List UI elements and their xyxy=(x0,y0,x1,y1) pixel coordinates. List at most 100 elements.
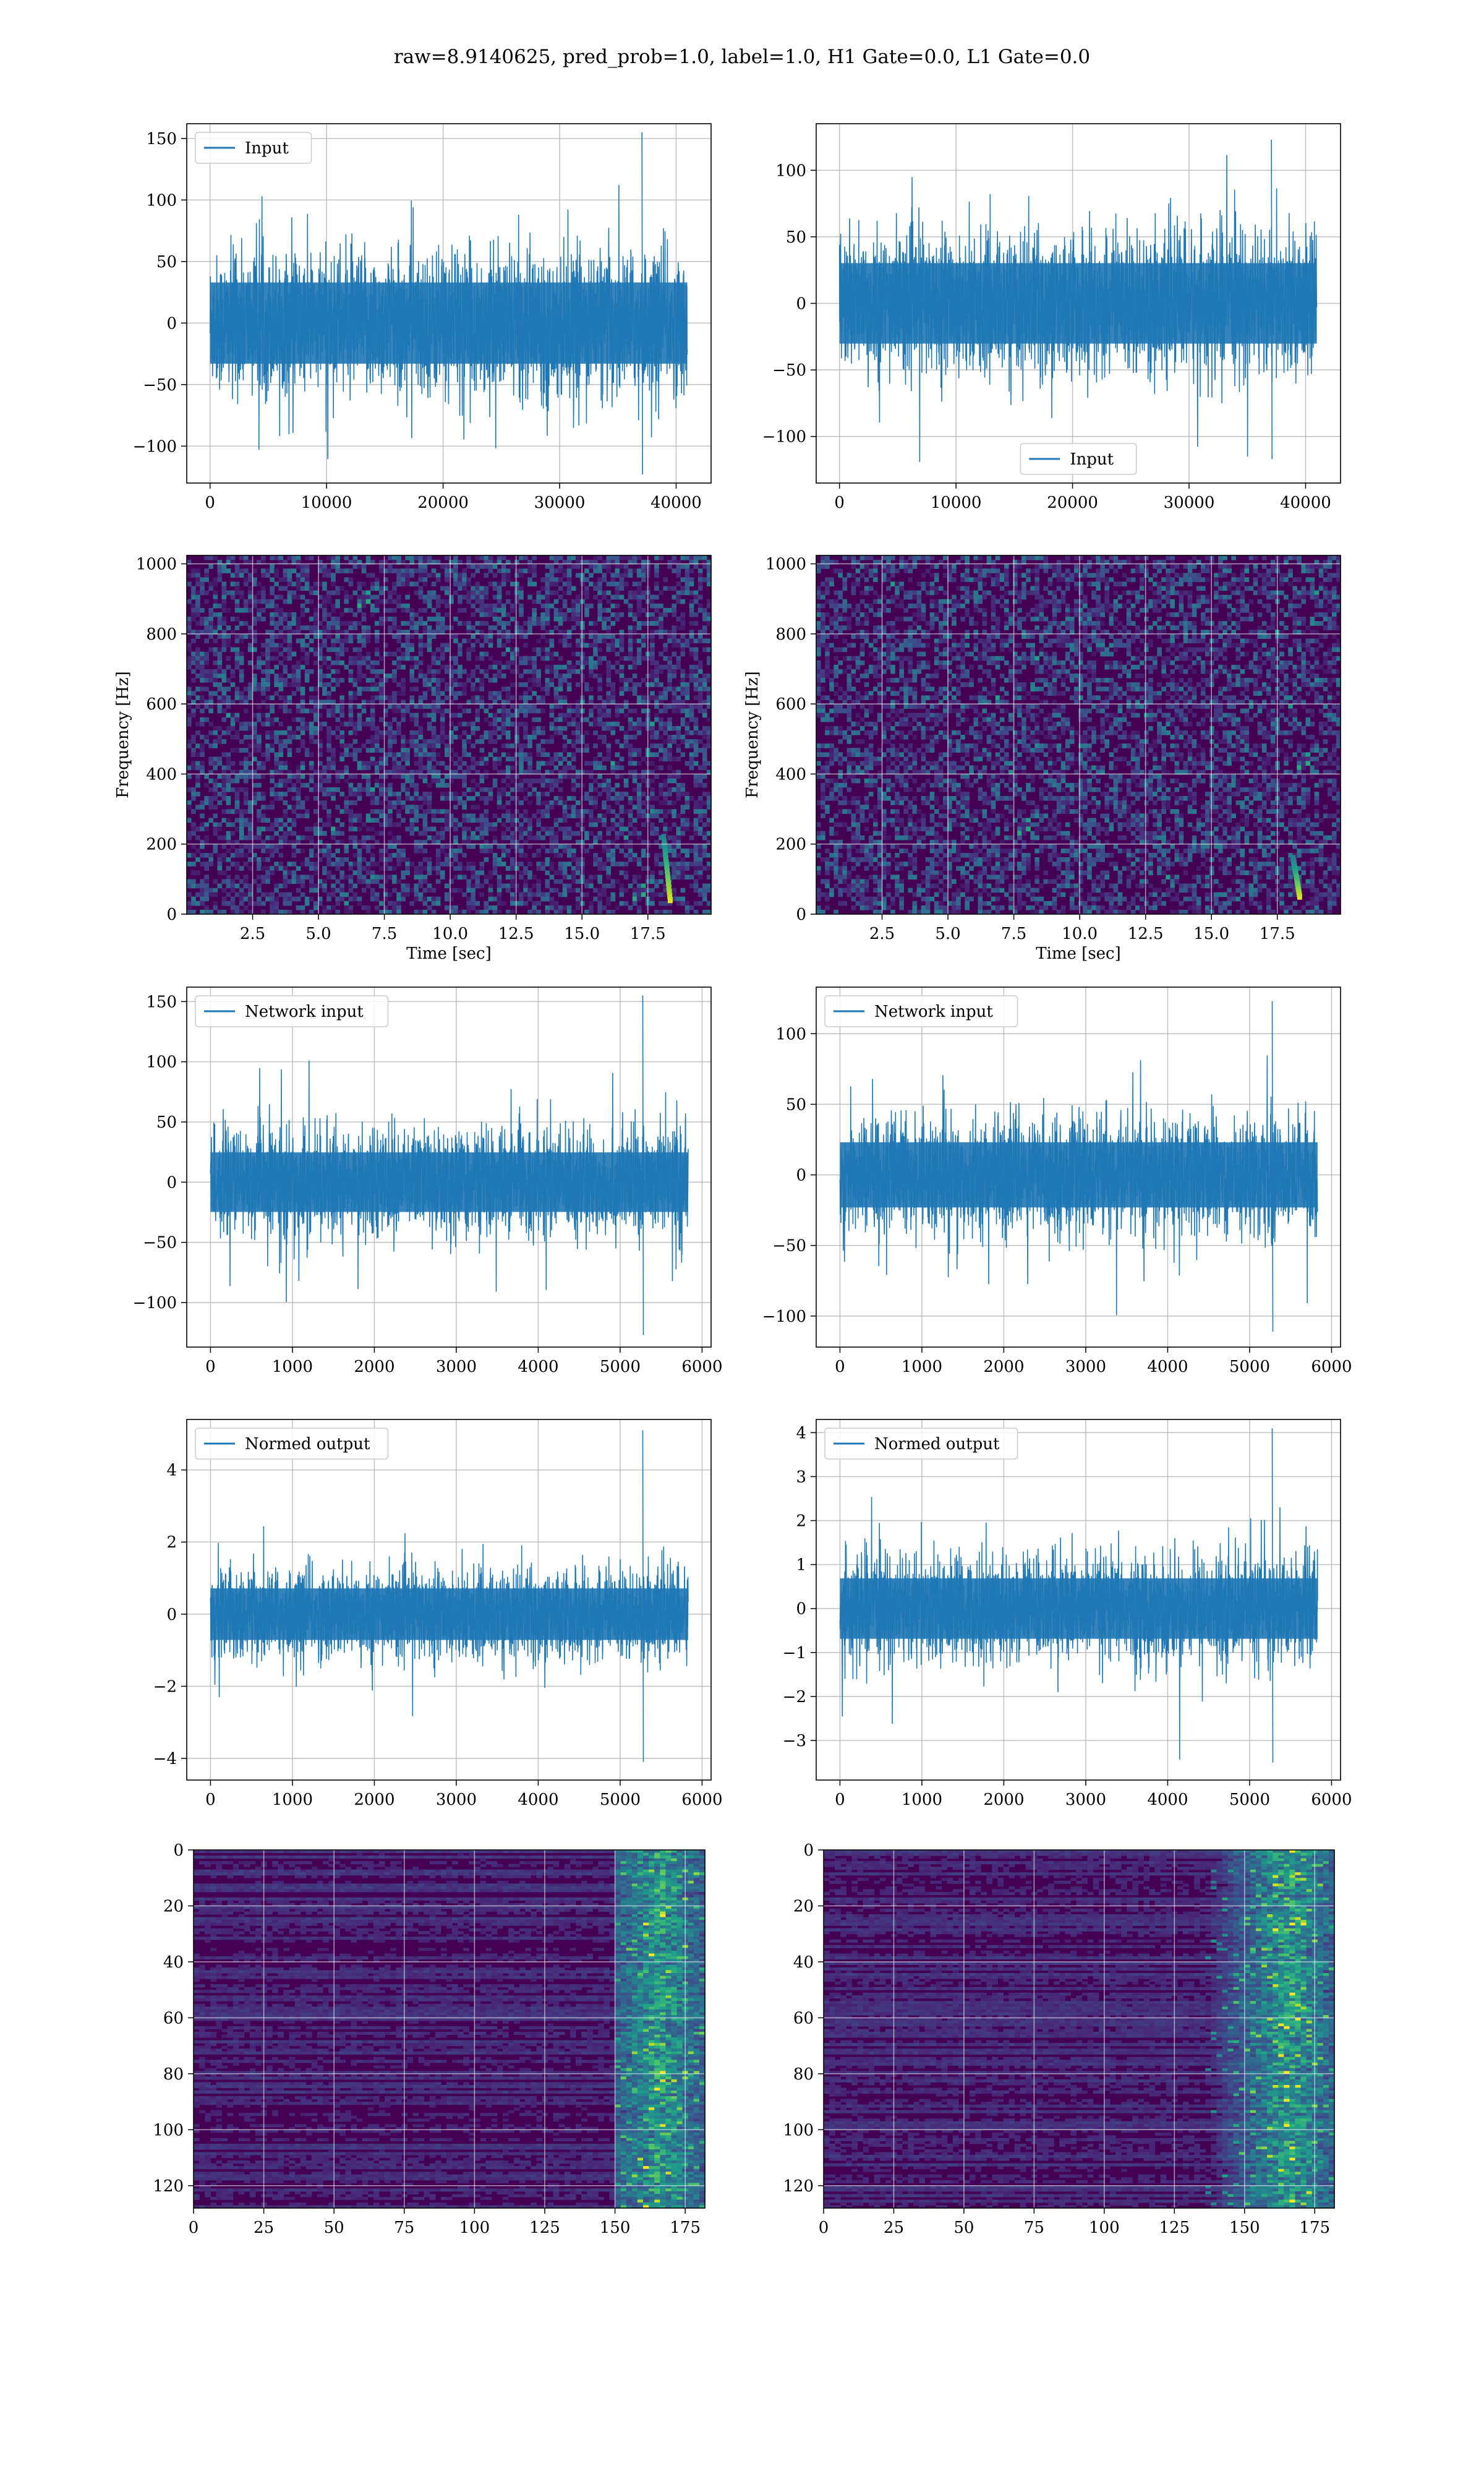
heatmap-cell xyxy=(370,748,375,753)
heatmap-cell xyxy=(563,573,568,578)
heatmap-cell xyxy=(545,805,550,810)
heatmap-cell xyxy=(213,766,218,771)
heatmap-cell xyxy=(628,726,633,731)
heatmap-cell xyxy=(283,813,288,818)
heatmap-cell xyxy=(611,897,616,902)
heatmap-cell xyxy=(322,661,327,666)
heatmap-cell xyxy=(527,844,532,849)
heatmap-cell xyxy=(571,555,576,560)
heatmap-cell xyxy=(436,595,441,600)
heatmap-cell xyxy=(462,739,467,744)
heatmap-cell xyxy=(615,713,620,718)
heatmap-cell xyxy=(650,678,655,683)
heatmap-cell xyxy=(213,739,218,744)
heatmap-cell xyxy=(357,717,362,722)
heatmap-cell xyxy=(218,665,223,670)
heatmap-cell xyxy=(301,564,305,569)
heatmap-cell xyxy=(366,879,371,884)
heatmap-cell xyxy=(620,687,625,691)
heatmap-cell xyxy=(379,730,384,735)
heatmap-cell xyxy=(506,612,511,617)
heatmap-cell xyxy=(191,661,196,666)
heatmap-cell xyxy=(554,730,559,735)
heatmap-cell xyxy=(554,691,559,696)
heatmap-cell xyxy=(545,608,550,613)
heatmap-cell xyxy=(270,735,275,740)
heatmap-cell xyxy=(550,901,555,906)
heatmap-cell xyxy=(650,827,655,832)
heatmap-cell xyxy=(200,853,205,858)
heatmap-cell xyxy=(471,892,475,897)
heatmap-cell xyxy=(366,779,371,784)
heatmap-cell xyxy=(484,761,489,766)
heatmap-cell xyxy=(274,849,279,854)
heatmap-cell xyxy=(471,779,475,784)
heatmap-cell xyxy=(650,888,655,893)
heatmap-cell xyxy=(301,665,305,670)
heatmap-cell xyxy=(558,682,563,687)
heatmap-cell xyxy=(523,743,528,748)
heatmap-cell xyxy=(357,787,362,792)
heatmap-cell xyxy=(672,604,676,609)
heatmap-cell xyxy=(654,752,659,757)
heatmap-cell xyxy=(344,796,349,801)
heatmap-cell xyxy=(270,621,275,626)
heatmap-cell xyxy=(296,564,301,569)
heatmap-cell xyxy=(567,634,572,639)
heatmap-cell xyxy=(414,661,419,666)
heatmap-cell xyxy=(195,595,200,600)
heatmap-cell xyxy=(204,661,209,666)
heatmap-cell xyxy=(313,586,318,591)
heatmap-cell xyxy=(567,827,572,832)
heatmap-cell xyxy=(409,678,414,683)
heatmap-cell xyxy=(388,787,393,792)
heatmap-cell xyxy=(484,800,489,805)
heatmap-cell xyxy=(589,783,594,788)
heatmap-cell xyxy=(519,604,524,609)
heatmap-cell xyxy=(514,743,519,748)
heatmap-cell xyxy=(628,678,633,683)
heatmap-cell xyxy=(301,743,305,748)
heatmap-cell xyxy=(440,709,445,714)
heatmap-cell xyxy=(506,809,511,814)
heatmap-cell xyxy=(593,853,598,858)
heatmap-cell xyxy=(567,875,572,880)
heatmap-cell xyxy=(663,648,668,653)
heatmap-cell xyxy=(554,695,559,700)
heatmap-cell xyxy=(654,796,659,801)
heatmap-cell xyxy=(620,831,625,836)
heatmap-cell xyxy=(432,704,437,709)
heatmap-cell xyxy=(414,748,419,753)
heatmap-cell xyxy=(213,682,218,687)
heatmap-cell xyxy=(506,866,511,871)
heatmap-cell xyxy=(633,761,638,766)
heatmap-cell xyxy=(195,573,200,578)
heatmap-cell xyxy=(396,879,401,884)
heatmap-cell xyxy=(357,818,362,823)
heatmap-cell xyxy=(667,792,672,797)
heatmap-cell xyxy=(493,717,498,722)
heatmap-cell xyxy=(689,669,694,674)
heatmap-cell xyxy=(536,730,541,735)
heatmap-cell xyxy=(620,555,625,560)
heatmap-cell xyxy=(641,595,646,600)
heatmap-cell xyxy=(462,800,467,805)
heatmap-cell xyxy=(475,879,480,884)
heatmap-cell xyxy=(396,634,401,639)
heatmap-cell xyxy=(628,853,633,858)
heatmap-cell xyxy=(309,638,314,643)
heatmap-cell xyxy=(567,888,572,893)
heatmap-cell xyxy=(419,669,424,674)
heatmap-cell xyxy=(396,905,401,910)
heatmap-cell xyxy=(349,577,354,582)
heatmap-cell xyxy=(278,853,283,858)
heatmap-cell xyxy=(597,591,602,596)
heatmap-cell xyxy=(545,621,550,626)
heatmap-cell xyxy=(519,625,524,630)
heatmap-cell xyxy=(257,813,262,818)
heatmap-cell xyxy=(231,853,236,858)
heatmap-cell xyxy=(484,717,489,722)
heatmap-cell xyxy=(239,669,244,674)
heatmap-cell xyxy=(440,870,445,875)
heatmap-cell xyxy=(283,823,288,828)
